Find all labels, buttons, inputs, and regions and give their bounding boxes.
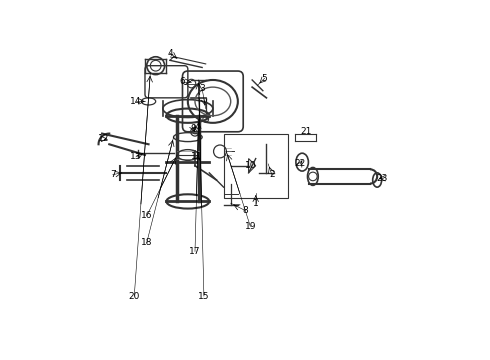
Text: 4: 4 [167, 49, 173, 58]
Text: 1: 1 [253, 199, 259, 208]
Text: 20: 20 [128, 292, 140, 301]
Text: 22: 22 [295, 159, 306, 168]
Text: 13: 13 [130, 152, 142, 161]
Text: 14: 14 [130, 97, 142, 106]
Text: 23: 23 [377, 174, 388, 183]
Text: 8: 8 [242, 206, 248, 215]
Text: 12: 12 [98, 134, 110, 143]
Text: 2: 2 [269, 170, 274, 179]
Text: 6: 6 [180, 77, 185, 86]
Text: 7: 7 [110, 170, 116, 179]
Text: 17: 17 [189, 247, 201, 256]
Bar [223, 134, 288, 198]
Text: 16: 16 [141, 211, 152, 220]
Text: 18: 18 [141, 238, 152, 247]
Text: 5: 5 [262, 74, 268, 83]
Text: 11: 11 [191, 152, 202, 161]
Text: 10: 10 [245, 161, 256, 170]
Text: 15: 15 [198, 292, 210, 301]
Text: 3: 3 [199, 84, 205, 93]
Text: 9: 9 [190, 124, 196, 133]
Text: 21: 21 [300, 127, 312, 136]
Text: 19: 19 [245, 222, 256, 231]
